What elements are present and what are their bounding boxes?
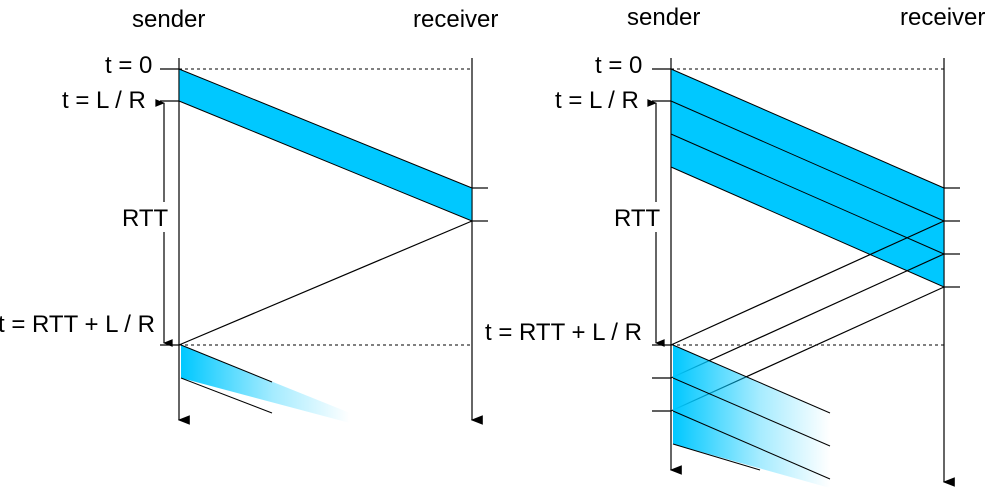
right-rtt-label: RTT (614, 205, 661, 232)
right-packet-divider-2 (670, 133, 945, 255)
right-ack-line-1 (670, 220, 945, 346)
left-data-packet (178, 68, 473, 222)
right-tlr-label: t = L / R (555, 87, 639, 114)
right-next-packet-edge-3 (672, 410, 831, 480)
right-rtt-label-bg (612, 202, 658, 232)
left-rtt-label-bg (120, 202, 166, 232)
left-next-packet-top-edge (180, 344, 273, 383)
left-tlr-label: t = L / R (62, 87, 146, 114)
left-next-packet-bottom-edge (180, 377, 273, 414)
left-receiver-label: receiver (413, 6, 498, 33)
right-next-packet-edge-4 (672, 443, 761, 471)
right-t0-label: t = 0 (595, 52, 642, 79)
left-next-packet (181, 345, 350, 423)
right-sender-label: sender (627, 4, 700, 31)
right-receiver-label: receiver (900, 4, 985, 31)
right-trtt-label: t = RTT + L / R (485, 319, 642, 346)
right-packet-divider-1 (670, 100, 945, 222)
left-trtt-label: t = RTT + L / R (0, 311, 155, 338)
left-diagram: sender receiver t = 0 t = L / R RTT t = … (0, 6, 498, 425)
right-diagram: sender receiver t = 0 t = L / R RTT t = … (485, 4, 985, 488)
right-next-packet-edge-2 (672, 377, 831, 447)
left-ack-line (178, 220, 473, 346)
right-next-packet-edge-1 (672, 344, 831, 414)
right-next-packets (673, 345, 830, 488)
right-data-packets (670, 68, 945, 288)
left-rtt-label: RTT (122, 205, 169, 232)
right-ack-line-2 (670, 253, 945, 379)
left-sender-label: sender (132, 6, 205, 33)
left-t0-label: t = 0 (105, 52, 152, 79)
